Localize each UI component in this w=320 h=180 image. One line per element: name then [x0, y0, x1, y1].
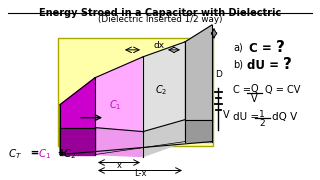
- Text: dx: dx: [153, 41, 164, 50]
- Polygon shape: [185, 120, 212, 142]
- Polygon shape: [185, 25, 212, 120]
- Text: Q: Q: [250, 84, 258, 94]
- Text: +: +: [54, 148, 70, 158]
- Text: C =: C =: [249, 42, 276, 55]
- Text: $C_T$: $C_T$: [8, 148, 22, 161]
- Text: =: =: [27, 148, 43, 158]
- Text: 1: 1: [259, 110, 265, 119]
- FancyBboxPatch shape: [58, 38, 213, 146]
- Text: 2: 2: [259, 119, 265, 128]
- Polygon shape: [95, 128, 143, 157]
- Text: dU =: dU =: [233, 112, 262, 122]
- Text: $C_2$: $C_2$: [155, 83, 167, 97]
- Text: b): b): [233, 60, 243, 70]
- Text: V: V: [251, 94, 257, 104]
- Text: Energy Stroed in a Capacitor with Dielectric: Energy Stroed in a Capacitor with Dielec…: [39, 8, 281, 18]
- Text: x: x: [116, 161, 122, 170]
- Text: a): a): [233, 43, 243, 53]
- Text: D: D: [215, 70, 222, 79]
- Polygon shape: [60, 78, 95, 155]
- Text: $C_1$: $C_1$: [109, 98, 121, 112]
- Text: $C_2$: $C_2$: [63, 148, 76, 161]
- Text: dU =: dU =: [247, 59, 283, 72]
- Text: $C_1$: $C_1$: [38, 148, 51, 161]
- Text: L-x: L-x: [134, 168, 146, 177]
- Text: dQ V: dQ V: [272, 112, 297, 122]
- Text: C =: C =: [233, 85, 254, 95]
- Text: (Dielectric Inserted 1/2 way): (Dielectric Inserted 1/2 way): [98, 15, 222, 24]
- Text: Q = CV: Q = CV: [265, 85, 300, 95]
- Text: ?: ?: [276, 40, 285, 55]
- Polygon shape: [143, 42, 185, 132]
- Polygon shape: [95, 57, 143, 132]
- Text: V: V: [223, 110, 230, 120]
- Text: ?: ?: [283, 57, 292, 72]
- Polygon shape: [60, 128, 95, 155]
- Polygon shape: [143, 120, 185, 157]
